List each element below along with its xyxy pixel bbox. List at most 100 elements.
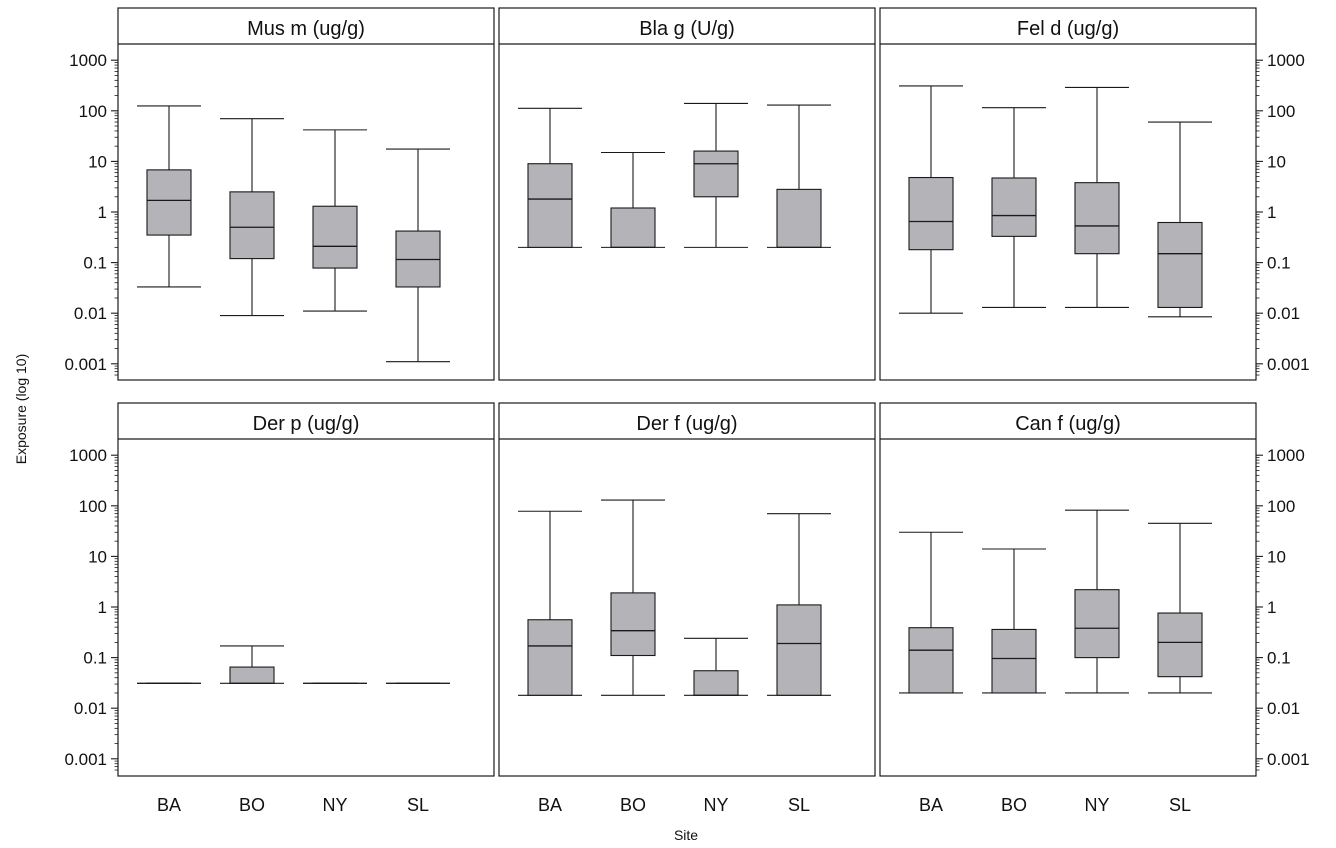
y-tick-label: 100 bbox=[1267, 102, 1295, 121]
iqr-box bbox=[1074, 589, 1120, 659]
panel-frame bbox=[879, 402, 1257, 777]
y-tick-label: 0.001 bbox=[64, 355, 107, 374]
panel-2: Bla g (U/g) bbox=[498, 7, 876, 381]
box-BA bbox=[137, 105, 201, 288]
iqr-box bbox=[1157, 612, 1203, 678]
panel-3: Fel d (ug/g) 0.001 0.01 0.1 1 10 100 1000 bbox=[879, 7, 1310, 381]
x-tick-label: BA bbox=[157, 795, 181, 815]
panel-frame bbox=[117, 402, 495, 777]
y-tick-label: 1 bbox=[98, 598, 107, 617]
y-tick-label: 0.01 bbox=[1267, 699, 1300, 718]
panel-title: Fel d (ug/g) bbox=[1017, 18, 1119, 40]
x-tick-label: BO bbox=[1001, 795, 1027, 815]
y-tick-label: 1 bbox=[1267, 203, 1276, 222]
box-SL bbox=[1148, 522, 1212, 694]
y-axis-title: Exposure (log 10) bbox=[13, 354, 29, 465]
x-tick-label: SL bbox=[788, 795, 810, 815]
iqr-box bbox=[229, 191, 275, 260]
y-tick-label: 10 bbox=[1267, 152, 1286, 171]
y-tick-label: 0.01 bbox=[1267, 304, 1300, 323]
box-NY bbox=[303, 129, 367, 312]
panel-5: Der f (ug/g) BA BO NY SL bbox=[498, 402, 876, 815]
box-BA bbox=[518, 510, 582, 696]
y-tick-label: 0.1 bbox=[1267, 649, 1291, 668]
box-BO bbox=[220, 645, 284, 684]
iqr-box bbox=[908, 627, 954, 694]
y-tick-label: 1000 bbox=[1267, 446, 1305, 465]
y-tick-label: 0.1 bbox=[83, 649, 107, 668]
y-tick-label: 0.001 bbox=[1267, 355, 1310, 374]
panel-1: Mus m (ug/g) 0.001 0.01 0.1 1 10 100 1000 bbox=[64, 7, 495, 381]
y-tick-label: 10 bbox=[1267, 547, 1286, 566]
x-tick-label: NY bbox=[1084, 795, 1109, 815]
box-BO bbox=[982, 548, 1046, 694]
y-tick-label: 0.1 bbox=[1267, 254, 1291, 273]
box-BO bbox=[601, 151, 665, 249]
iqr-box bbox=[527, 619, 573, 696]
panel-title: Bla g (U/g) bbox=[639, 18, 735, 40]
y-tick-label: 10 bbox=[88, 547, 107, 566]
iqr-box bbox=[1157, 221, 1203, 308]
panel-title: Can f (ug/g) bbox=[1015, 413, 1121, 435]
panel-4: Der p (ug/g) 0.001 0.01 0.1 1 10 100 1000 BA BO NY… bbox=[64, 402, 495, 815]
x-tick-label: NY bbox=[322, 795, 347, 815]
y-tick-label: 0.001 bbox=[1267, 750, 1310, 769]
box-NY bbox=[684, 102, 748, 248]
plot-area: Mus m (ug/g) 0.001 0.01 0.1 1 10 100 1000 Bla g … bbox=[64, 7, 1310, 815]
y-tick-label: 100 bbox=[79, 102, 107, 121]
iqr-box bbox=[776, 188, 822, 248]
y-tick-label: 100 bbox=[1267, 497, 1295, 516]
iqr-box bbox=[312, 205, 358, 269]
y-tick-label: 0.001 bbox=[64, 750, 107, 769]
y-tick-label: 0.1 bbox=[83, 254, 107, 273]
box-SL bbox=[1148, 121, 1212, 318]
x-axis-title: Site bbox=[674, 827, 698, 843]
y-tick-label: 1000 bbox=[69, 446, 107, 465]
iqr-box bbox=[991, 177, 1037, 237]
box-BO bbox=[601, 499, 665, 696]
iqr-box bbox=[693, 150, 739, 198]
y-tick-label: 100 bbox=[79, 497, 107, 516]
iqr-box bbox=[610, 592, 656, 657]
box-NY bbox=[684, 637, 748, 696]
box-SL bbox=[386, 148, 450, 363]
iqr-box bbox=[1074, 182, 1120, 255]
iqr-box bbox=[146, 169, 192, 236]
y-tick-label: 10 bbox=[88, 152, 107, 171]
box-BA bbox=[518, 107, 582, 248]
iqr-box bbox=[991, 628, 1037, 694]
box-BO bbox=[982, 107, 1046, 308]
iqr-box bbox=[527, 163, 573, 248]
iqr-box bbox=[693, 670, 739, 696]
box-BA bbox=[899, 531, 963, 694]
panel-frame bbox=[498, 402, 876, 777]
panel-title: Der p (ug/g) bbox=[253, 413, 360, 435]
y-tick-label: 1 bbox=[1267, 598, 1276, 617]
box-NY bbox=[1065, 509, 1129, 694]
iqr-box bbox=[908, 176, 954, 251]
panel-6: Can f (ug/g) 0.001 0.01 0.1 1 10 100 1000 BA BO NY… bbox=[879, 402, 1310, 815]
x-tick-label: BA bbox=[538, 795, 562, 815]
x-tick-label: SL bbox=[407, 795, 429, 815]
iqr-box bbox=[229, 666, 275, 684]
box-SL bbox=[767, 513, 831, 696]
x-tick-label: NY bbox=[703, 795, 728, 815]
box-SL bbox=[767, 104, 831, 249]
box-NY bbox=[1065, 86, 1129, 308]
x-tick-label: BA bbox=[919, 795, 943, 815]
y-tick-label: 1000 bbox=[1267, 51, 1305, 70]
iqr-box bbox=[776, 604, 822, 696]
y-tick-label: 1 bbox=[98, 203, 107, 222]
x-tick-label: BO bbox=[620, 795, 646, 815]
box-BO bbox=[220, 118, 284, 317]
panel-title: Mus m (ug/g) bbox=[247, 18, 365, 40]
y-tick-label: 0.01 bbox=[74, 699, 107, 718]
panel-title: Der f (ug/g) bbox=[636, 413, 737, 435]
box-BA bbox=[899, 85, 963, 314]
y-tick-label: 0.01 bbox=[74, 304, 107, 323]
y-tick-label: 1000 bbox=[69, 51, 107, 70]
x-tick-label: BO bbox=[239, 795, 265, 815]
iqr-box bbox=[610, 207, 656, 248]
x-tick-label: SL bbox=[1169, 795, 1191, 815]
